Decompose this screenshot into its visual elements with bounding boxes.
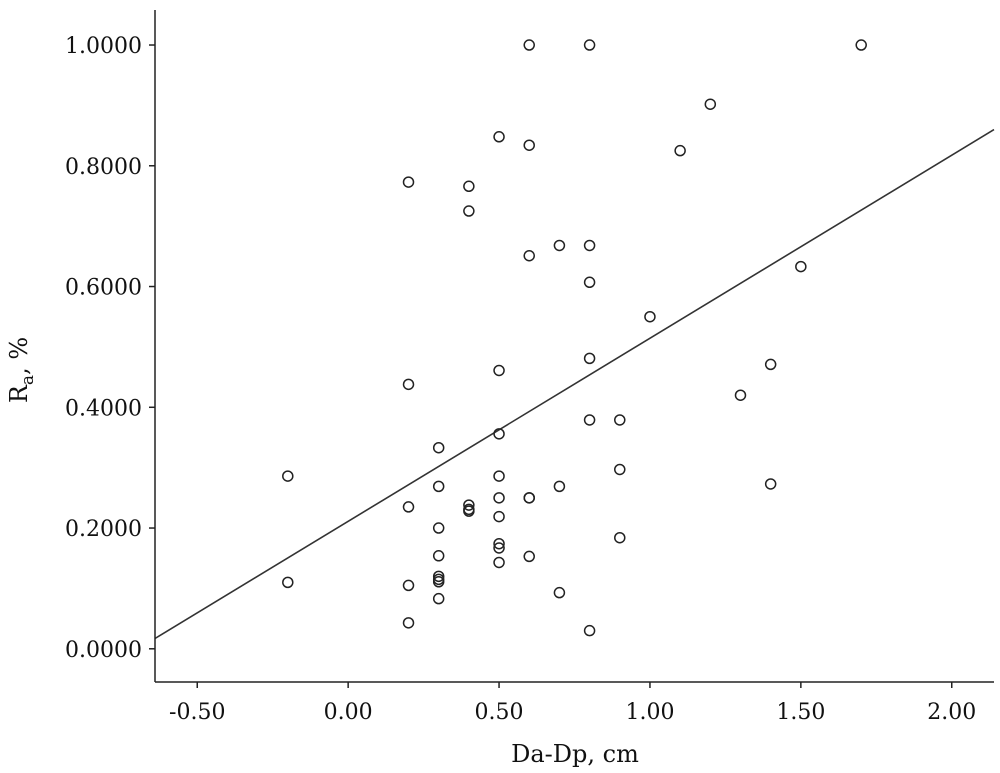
data-point — [553, 239, 566, 252]
data-point — [432, 570, 445, 583]
data-point — [583, 624, 596, 637]
data-point — [282, 470, 294, 482]
data-point — [553, 586, 566, 599]
data-point — [493, 364, 505, 377]
x-tick-label: 1.50 — [776, 700, 825, 725]
y-axis-title-subscript: a — [18, 375, 38, 385]
data-point — [493, 510, 505, 523]
data-point — [432, 592, 445, 605]
data-point — [553, 480, 566, 493]
data-point — [764, 358, 777, 371]
data-point — [523, 492, 535, 504]
data-point — [614, 463, 626, 476]
x-tick-label: 0.50 — [475, 700, 524, 725]
regression-line — [154, 128, 995, 640]
data-points — [282, 39, 867, 637]
data-point — [614, 531, 626, 544]
data-point — [493, 542, 505, 554]
y-axis-ticks: 0.0000 0.2000 0.4000 0.6000 0.8000 1.0000 — [65, 34, 155, 663]
data-point — [402, 378, 415, 391]
data-point — [432, 522, 445, 534]
x-tick-label: 2.00 — [927, 700, 976, 725]
data-point — [704, 98, 717, 110]
data-point — [402, 579, 415, 592]
data-point — [614, 414, 626, 426]
data-point — [583, 39, 596, 51]
data-point — [674, 144, 686, 157]
x-tick-label: -0.50 — [169, 700, 225, 725]
data-point — [855, 39, 867, 51]
data-point — [463, 180, 475, 193]
data-point — [583, 276, 596, 289]
data-point — [583, 414, 596, 426]
data-point — [493, 428, 505, 440]
data-point — [764, 478, 777, 490]
data-point — [523, 249, 535, 262]
data-point — [493, 537, 505, 550]
data-point — [523, 550, 535, 563]
y-axis-title-main: R — [5, 384, 33, 403]
data-point — [402, 176, 415, 188]
y-tick-label: 0.0000 — [65, 638, 142, 663]
data-point — [493, 492, 505, 504]
data-point — [583, 239, 596, 252]
x-tick-label: 0.00 — [324, 700, 373, 725]
y-axis-title: Ra, % — [5, 337, 38, 403]
data-point — [463, 499, 475, 511]
data-point — [402, 617, 415, 629]
x-axis-ticks: -0.50 0.00 0.50 1.00 1.50 2.00 — [169, 682, 976, 725]
data-point — [734, 389, 747, 401]
y-tick-label: 1.0000 — [65, 34, 142, 59]
data-point — [644, 310, 656, 323]
data-point — [523, 139, 535, 151]
x-tick-label: 1.00 — [625, 700, 674, 725]
fit-line-layer — [154, 128, 995, 640]
y-tick-label: 0.2000 — [65, 517, 142, 542]
y-tick-label: 0.6000 — [65, 276, 142, 301]
data-point — [463, 205, 475, 217]
data-point — [432, 576, 445, 588]
data-point — [583, 352, 596, 365]
y-tick-label: 0.4000 — [65, 396, 142, 421]
data-point — [432, 441, 445, 454]
data-point — [463, 505, 475, 517]
data-point — [493, 556, 505, 569]
data-point — [493, 131, 505, 143]
data-point — [432, 480, 445, 493]
data-point — [523, 39, 535, 51]
data-point — [402, 501, 415, 513]
y-axis-title-tail: , % — [5, 337, 33, 375]
data-point — [432, 550, 445, 562]
data-point — [795, 260, 807, 273]
x-axis-title: Da-Dp, cm — [511, 740, 639, 768]
data-point — [282, 576, 294, 589]
y-tick-label: 0.8000 — [65, 155, 142, 180]
data-point — [493, 470, 505, 482]
